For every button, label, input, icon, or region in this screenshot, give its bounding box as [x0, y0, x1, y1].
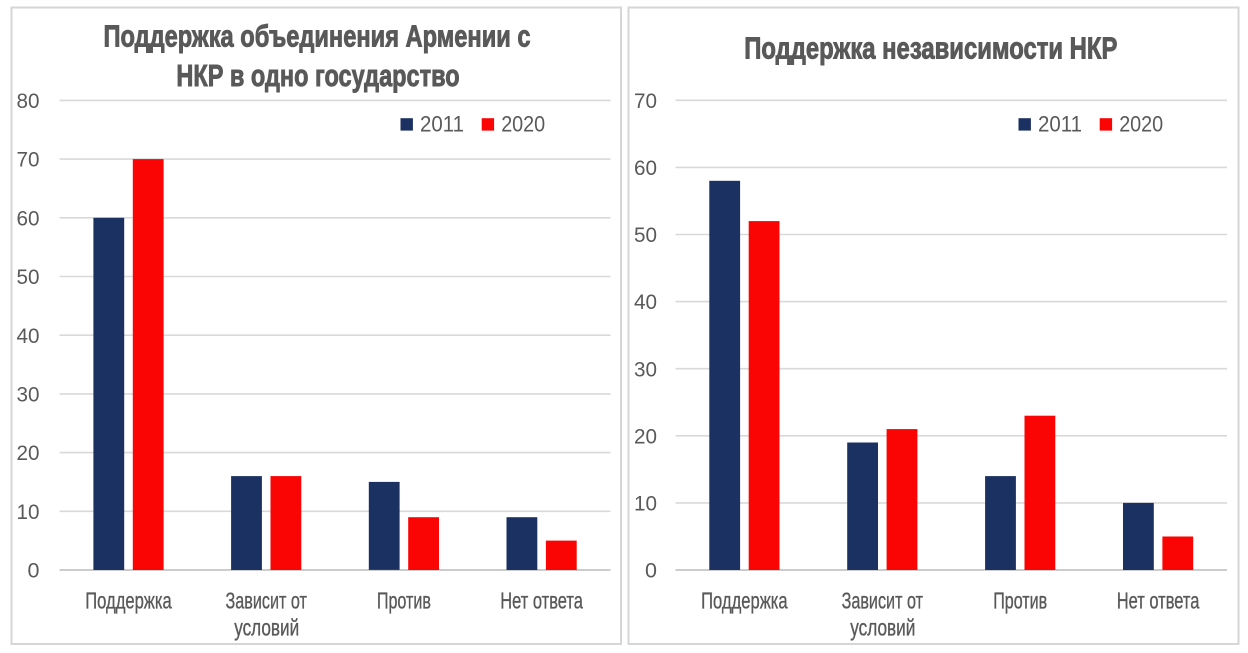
- svg-text:60: 60: [634, 156, 657, 180]
- svg-text:60: 60: [17, 206, 40, 230]
- svg-text:50: 50: [17, 265, 40, 289]
- svg-text:Против: Против: [993, 588, 1047, 614]
- svg-text:70: 70: [634, 89, 657, 113]
- svg-text:условий: условий: [850, 615, 915, 641]
- svg-text:0: 0: [645, 559, 657, 583]
- svg-text:Зависит от: Зависит от: [226, 588, 308, 614]
- svg-text:70: 70: [17, 148, 40, 172]
- svg-text:10: 10: [634, 492, 657, 516]
- svg-text:50: 50: [634, 223, 657, 247]
- svg-text:Зависит от: Зависит от: [842, 588, 924, 614]
- svg-text:2020: 2020: [501, 112, 545, 137]
- svg-text:2011: 2011: [420, 112, 464, 137]
- svg-text:Нет ответа: Нет ответа: [500, 588, 583, 614]
- svg-text:Поддержка: Поддержка: [701, 588, 788, 614]
- svg-text:Поддержка объединения Армении: Поддержка объединения Армении с: [104, 19, 531, 53]
- svg-text:40: 40: [17, 324, 40, 348]
- svg-text:30: 30: [17, 383, 40, 407]
- svg-text:Поддержка: Поддержка: [85, 588, 172, 614]
- svg-text:2011: 2011: [1038, 112, 1082, 137]
- svg-text:20: 20: [634, 424, 657, 448]
- svg-text:Нет ответа: Нет ответа: [1117, 588, 1200, 614]
- svg-text:Поддержка независимости НКР: Поддержка независимости НКР: [744, 32, 1117, 66]
- svg-text:80: 80: [17, 89, 40, 113]
- svg-text:2020: 2020: [1119, 112, 1163, 137]
- svg-text:0: 0: [28, 559, 40, 583]
- svg-text:20: 20: [17, 441, 40, 465]
- svg-text:условий: условий: [234, 615, 299, 641]
- svg-text:НКР в одно государство: НКР в одно государство: [176, 59, 459, 93]
- svg-text:10: 10: [17, 500, 40, 524]
- svg-text:Против: Против: [377, 588, 431, 614]
- svg-text:40: 40: [634, 290, 657, 314]
- svg-text:30: 30: [634, 357, 657, 381]
